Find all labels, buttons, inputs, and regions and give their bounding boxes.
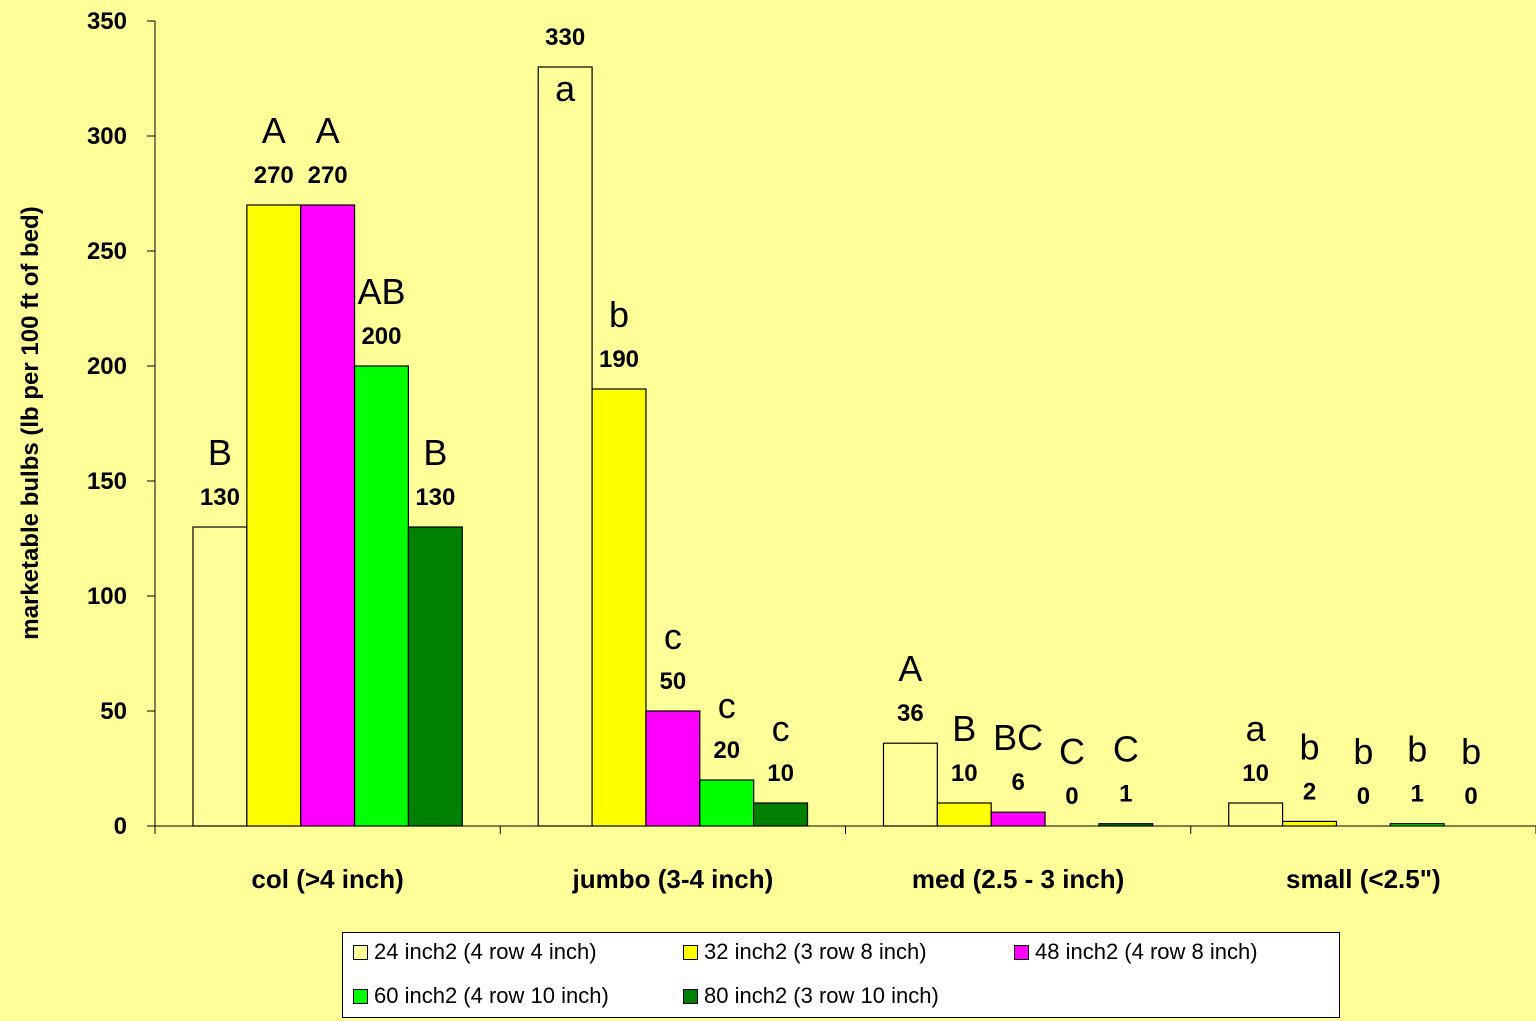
bar [882,742,938,827]
data-label: 0 [1065,783,1078,810]
data-label: 130 [415,484,455,511]
data-label: 10 [1242,760,1269,787]
x-category-label: col (>4 inch) [251,864,403,894]
x-category-label: small (<2.5") [1286,864,1441,894]
bar [1098,823,1154,827]
significance-letter: B [423,432,447,473]
significance-letter: b [1300,726,1320,767]
bar [537,66,593,827]
x-category-label: med (2.5 - 3 inch) [912,864,1124,894]
legend-swatch [353,944,368,960]
legend: 24 inch2 (4 row 4 inch) 32 inch2 (3 row … [342,932,1340,1018]
significance-letter: B [952,708,976,749]
data-label: 330 [545,24,585,51]
data-label: 270 [308,162,348,189]
significance-letter: a [555,68,576,109]
data-label: 20 [713,737,740,764]
legend-label: 60 inch2 (4 row 10 inch) [374,983,609,1008]
y-tick-label: 300 [87,123,127,150]
y-tick-label: 200 [87,353,127,380]
bar [936,802,992,827]
significance-letter: b [609,294,629,335]
data-label: 200 [361,323,401,350]
data-label: 2 [1303,778,1316,805]
bar [699,779,755,827]
y-tick-label: 100 [87,583,127,610]
bar [645,710,701,827]
legend-label: 32 inch2 (3 row 8 inch) [704,939,927,964]
significance-letter: C [1113,729,1139,770]
y-tick-label: 150 [87,468,127,495]
data-label: 50 [660,668,687,695]
legend-label: 48 inch2 (4 row 8 inch) [1035,939,1258,964]
data-label: 190 [599,346,639,373]
bar [753,802,809,827]
significance-letter: AB [357,271,405,312]
legend-swatch [683,944,698,960]
significance-letter: b [1461,731,1481,772]
legend-item-32-inch2: 32 inch2 (3 row 8 inch) [683,939,927,965]
y-tick-label: 250 [87,238,127,265]
significance-letter: C [1059,731,1085,772]
legend-swatch [1014,944,1029,960]
legend-item-60-inch2: 60 inch2 (4 row 10 inch) [353,983,609,1009]
data-label: 1 [1411,781,1424,808]
legend-swatch [353,988,368,1004]
significance-letter: c [718,685,736,726]
data-label: 10 [951,760,978,787]
legend-swatch [683,988,698,1004]
y-tick-label: 350 [87,8,127,35]
y-tick-label: 0 [114,813,127,840]
data-label: 36 [897,700,924,727]
significance-letter: BC [993,717,1043,758]
significance-letter: c [664,616,682,657]
bar [407,526,463,827]
legend-item-48-inch2: 48 inch2 (4 row 8 inch) [1014,939,1258,965]
data-label: 6 [1011,769,1024,796]
legend-item-24-inch2: 24 inch2 (4 row 4 inch) [353,939,597,965]
bar [192,526,248,827]
significance-letter: c [772,708,790,749]
bar [990,811,1046,827]
y-tick-label: 50 [100,698,127,725]
bar [246,204,302,827]
data-label: 270 [254,162,294,189]
significance-letter: b [1407,729,1427,770]
bar [1281,820,1338,827]
bar-chart-svg: marketable bulbs (lb per 100 ft of bed) … [17,8,1536,894]
bar [1389,823,1445,827]
data-label: 0 [1464,783,1477,810]
significance-letter: A [316,110,340,151]
bar [300,204,356,827]
x-category-label: jumbo (3-4 inch) [571,864,773,894]
bar [353,365,410,827]
bar [591,388,647,827]
legend-label: 24 inch2 (4 row 4 inch) [374,939,597,964]
data-label: 130 [200,484,240,511]
y-axis-title: marketable bulbs (lb per 100 ft of bed) [17,206,44,639]
data-label: 0 [1357,783,1370,810]
data-label: 1 [1119,781,1132,808]
data-label: 10 [767,760,794,787]
legend-label: 80 inch2 (3 row 10 inch) [704,983,939,1008]
significance-letter: A [898,648,922,689]
significance-letter: A [262,110,286,151]
significance-letter: B [208,432,232,473]
legend-item-80-inch2: 80 inch2 (3 row 10 inch) [683,983,939,1009]
significance-letter: b [1353,731,1373,772]
significance-letter: a [1246,708,1267,749]
bar [1228,802,1284,827]
